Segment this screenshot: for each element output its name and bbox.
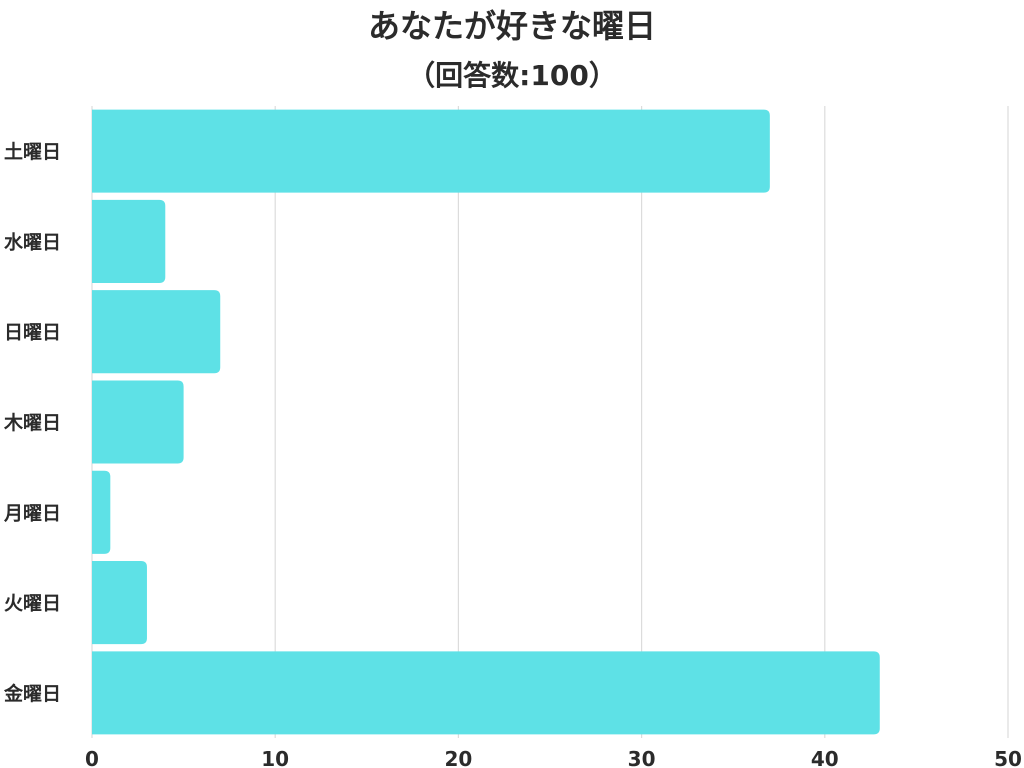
bar-1 [92,199,166,283]
x-tick-label-30: 30 [628,747,656,768]
x-tick-label-50: 50 [994,747,1022,768]
bar-2 [92,290,221,374]
x-tick-label-40: 40 [811,747,839,768]
x-tick-label-20: 20 [444,747,472,768]
category-label-2: 日曜日 [4,322,61,344]
category-label-1: 水曜日 [4,231,61,253]
bar-5 [92,561,147,645]
category-label-6: 金曜日 [3,682,61,705]
bar-0 [92,109,770,193]
grid-lines [91,106,1009,738]
category-label-3: 木曜日 [3,411,61,434]
category-label-4: 月曜日 [3,502,61,524]
x-tick-label-10: 10 [261,747,289,768]
category-label-5: 火曜日 [4,593,61,615]
chart-subtitle: （回答数:100） [407,59,617,92]
x-tick-labels: 0 10 20 30 40 50 [85,747,1022,768]
bars [92,109,880,735]
bar-6 [92,651,880,735]
x-tick-label-0: 0 [85,747,99,768]
bar-4 [92,470,111,554]
category-label-0: 土曜日 [4,141,61,163]
bar-3 [92,380,184,464]
chart-title: あなたが好きな曜日 [367,7,656,45]
